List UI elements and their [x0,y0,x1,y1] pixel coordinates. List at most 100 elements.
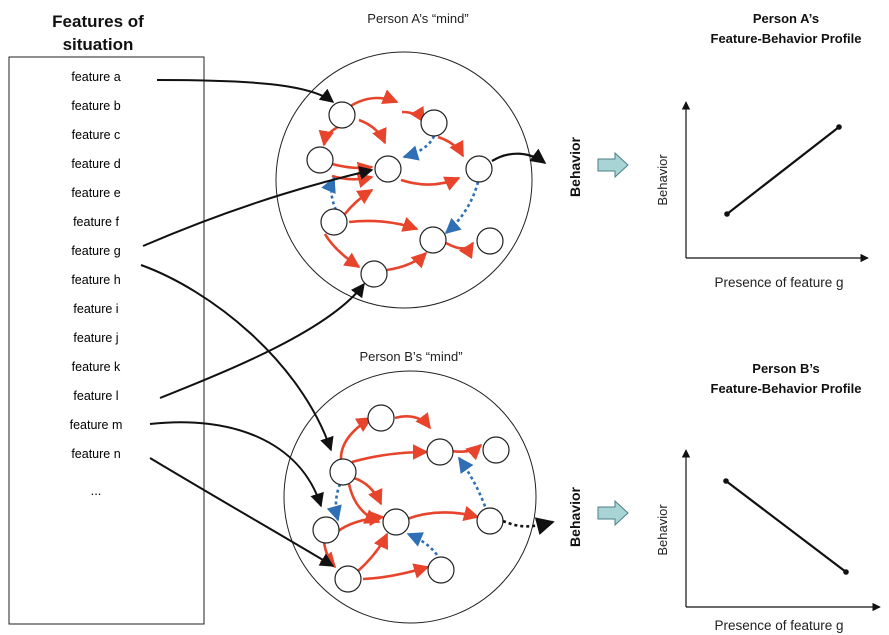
features-box [8,56,205,625]
feature-h: feature h [71,273,120,287]
node [374,155,402,183]
node [328,101,356,129]
feature-m: feature m [70,418,123,432]
blue-dotted-arrow [444,181,480,235]
red-arrow [348,217,419,232]
node [419,226,447,254]
red-arrow [351,444,429,464]
arrow-feature-g [142,166,374,247]
node [482,436,510,464]
person-a-profile-xlabel: Presence of feature g [714,275,843,290]
person-b-profile-line [725,480,847,573]
feature-l: feature l [73,389,118,403]
red-arrow [358,118,387,145]
features-panel: Features of situation feature a feature … [8,12,205,625]
person-b-profile-start-point [723,478,729,484]
arrow-feature-h [140,264,334,452]
person-b-profile: Person B’s Feature-Behavior Profile Beha… [655,361,881,633]
red-arrow [348,89,399,109]
arrow-feature-m [149,421,324,508]
node [367,404,395,432]
person-b-profile-xlabel: Presence of feature g [714,618,843,633]
red-arrow [445,241,475,260]
red-arrow [353,476,383,506]
person-b-block-arrow [597,499,629,527]
person-a-profile-title-line1: Person A’s [753,11,819,26]
arrow-feature-l [159,282,365,399]
feature-c: feature c [72,128,121,142]
node [476,227,504,255]
node [306,146,334,174]
person-b-profile-title-line1: Person B’s [752,361,819,376]
node [312,516,340,544]
red-arrow [362,563,430,581]
arrow-feature-a [156,79,335,103]
person-a-inhibitory-arrows [321,135,480,235]
red-arrow [339,416,373,461]
person-b-mind-title: Person B’s “mind” [359,349,462,364]
person-a-profile: Person A’s Feature-Behavior Profile Beha… [655,11,869,290]
node [476,507,504,535]
person-a-behavior-label: Behavior [567,136,583,196]
person-a-profile-ylabel: Behavior [655,154,670,206]
person-a-profile-start-point [724,211,730,217]
blue-dotted-arrow [321,176,338,211]
person-a-profile-line [726,126,840,215]
features-ellipsis: ... [91,483,102,498]
red-arrow [318,125,339,147]
red-arrow [394,412,432,430]
features-title-line1: Features of [52,12,144,31]
node [382,508,410,536]
person-b-excitatory-arrows [319,412,483,581]
feature-connector-arrows [140,79,374,567]
person-b-profile-ylabel: Behavior [655,504,670,556]
feature-e: feature e [71,186,120,200]
node [465,155,493,183]
person-a-profile-end-point [836,124,842,130]
person-a-output-arrow [491,148,547,164]
node [320,208,348,236]
red-arrow [356,532,389,573]
person-b-mind: Person B’s “mind” [283,349,537,624]
person-b-mind-circle [283,370,537,624]
feature-j: feature j [73,331,118,345]
person-a-block-arrow [597,151,629,179]
red-arrow [342,188,374,216]
feature-n: feature n [71,447,120,461]
blue-dotted-arrow [326,483,342,522]
person-b-inhibitory-arrows [326,456,489,561]
blue-dotted-arrow [457,456,489,513]
red-arrow [406,505,480,521]
feature-b: feature b [71,99,120,113]
node [360,260,388,288]
blue-dotted-arrow [402,135,436,161]
feature-d: feature d [71,157,120,171]
red-arrow [336,510,385,534]
person-b-output-arrow [502,517,555,535]
person-a-mind-title: Person A’s “mind” [367,11,468,26]
person-b-nodes [312,404,510,593]
feature-f: feature f [73,215,119,229]
node [420,109,448,137]
feature-k: feature k [72,360,121,374]
red-arrow [323,233,361,269]
node [334,565,362,593]
red-arrow [437,135,465,158]
features-title-line2: situation [63,35,134,54]
blue-dotted-arrow [406,532,442,561]
node [427,556,455,584]
person-b-behavior-label: Behavior [567,486,583,546]
person-a-nodes [306,101,504,288]
red-arrow [400,176,461,191]
red-arrow [331,161,374,178]
feature-g: feature g [71,244,120,258]
red-arrow [386,251,428,272]
node [426,438,454,466]
person-a-profile-title-line2: Feature-Behavior Profile [711,31,862,46]
person-b-profile-end-point [843,569,849,575]
node [329,458,357,486]
feature-i: feature i [73,302,118,316]
person-b-profile-title-line2: Feature-Behavior Profile [711,381,862,396]
person-a-mind-circle [275,51,533,309]
